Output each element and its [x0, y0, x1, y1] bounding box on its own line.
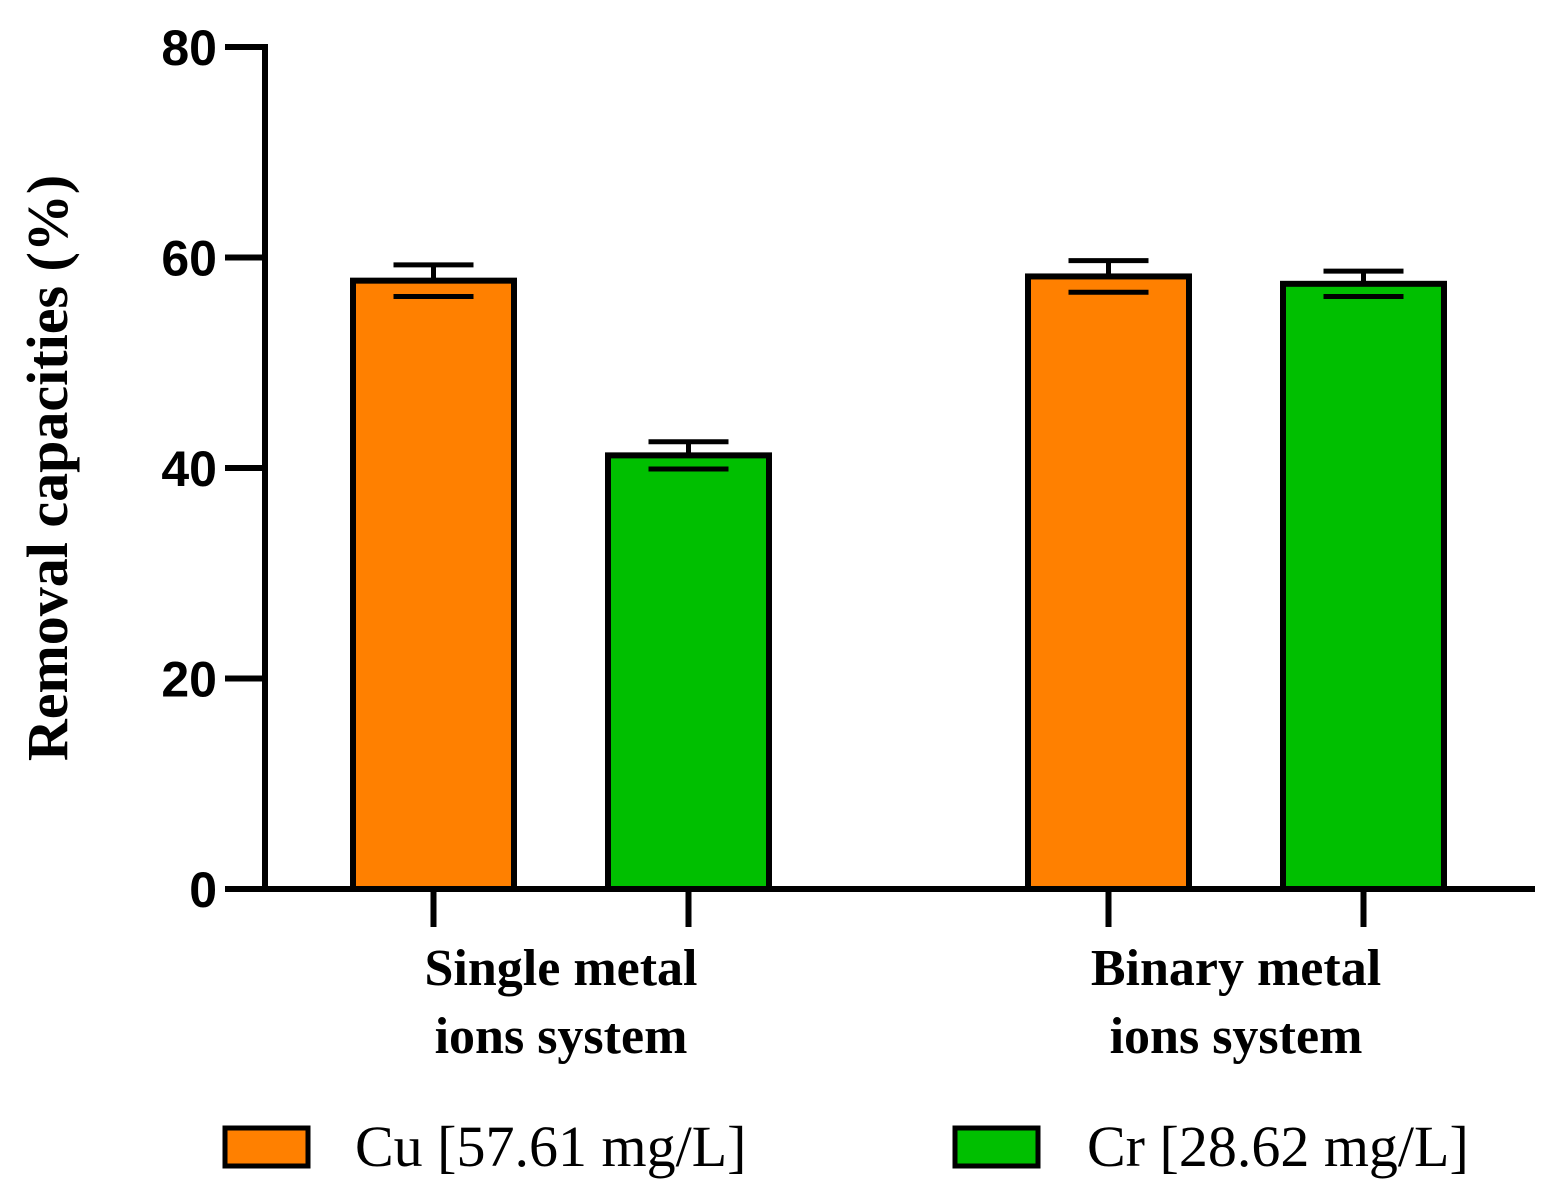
y-tick-label: 0: [189, 862, 217, 918]
axes: 0 20 40 60 80 Single metal ions system Binary m…: [161, 20, 1535, 1065]
legend-label: Cr [28.62 mg/L]: [1087, 1114, 1469, 1179]
legend-swatch: [952, 1125, 1041, 1169]
y-tick-label: 80: [161, 20, 217, 76]
legend-label: Cu [57.61 mg/L]: [355, 1114, 746, 1179]
y-tick-label: 60: [161, 231, 217, 287]
bar-cr-binary: [1280, 280, 1447, 892]
legend-swatch: [222, 1125, 311, 1169]
y-tick-label: 20: [161, 652, 217, 708]
x-tick-label: Binary metal: [1091, 940, 1381, 997]
y-tick-label: 40: [161, 441, 217, 497]
legend: Cu [57.61 mg/L] Cr [28.62 mg/L]: [222, 1114, 1469, 1179]
x-tick-label: ions system: [435, 1008, 688, 1065]
x-tick-label: Single metal: [425, 940, 698, 997]
bar-cu-binary: [1025, 273, 1192, 892]
y-axis-label: Removal capacities (%): [15, 175, 80, 761]
bar-cr-single: [605, 452, 772, 892]
bar-cu-single: [350, 277, 517, 892]
x-tick-label: ions system: [1110, 1008, 1363, 1065]
bars: [350, 258, 1447, 892]
